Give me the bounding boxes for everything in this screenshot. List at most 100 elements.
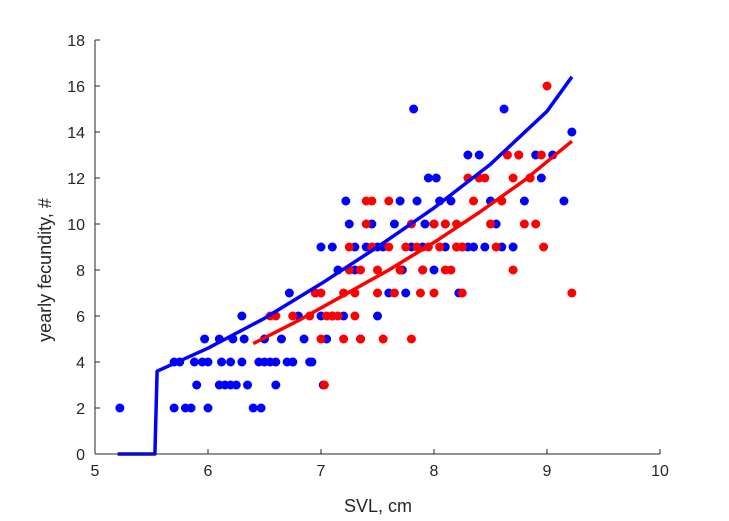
data-point <box>429 288 439 298</box>
y-tick-label: 14 <box>67 125 85 142</box>
data-point <box>406 334 416 344</box>
plot-area <box>115 75 577 456</box>
data-point <box>361 219 371 229</box>
data-point <box>186 403 196 413</box>
data-point <box>536 150 546 160</box>
axes <box>94 39 661 455</box>
data-point <box>536 173 546 183</box>
data-point <box>457 288 467 298</box>
data-point <box>401 242 411 252</box>
data-point <box>567 127 577 137</box>
y-tick-label: 0 <box>76 447 85 464</box>
data-point <box>480 173 490 183</box>
y-tick-label: 6 <box>76 309 85 326</box>
y-tick-label: 18 <box>67 33 85 50</box>
data-point <box>423 173 433 183</box>
data-point <box>480 242 490 252</box>
data-point <box>169 403 179 413</box>
data-point <box>341 196 351 206</box>
x-tick-label: 5 <box>91 463 100 480</box>
data-point <box>217 357 227 367</box>
y-tick-label: 4 <box>76 355 85 372</box>
data-point <box>519 219 529 229</box>
data-point <box>373 265 382 275</box>
data-point <box>463 150 473 160</box>
data-point <box>333 311 343 321</box>
red-points <box>265 81 577 390</box>
data-point <box>350 311 360 321</box>
data-point <box>344 242 354 252</box>
data-point <box>429 265 439 275</box>
data-point <box>567 288 577 298</box>
data-point <box>260 357 269 367</box>
data-point <box>307 357 317 367</box>
data-point <box>389 288 399 298</box>
x-tick-label: 10 <box>651 463 669 480</box>
data-point <box>514 150 524 160</box>
data-point <box>271 380 281 390</box>
data-point <box>384 242 394 252</box>
x-tick-label: 9 <box>543 463 552 480</box>
data-point <box>474 150 484 160</box>
data-point <box>395 196 405 206</box>
y-tick-label: 12 <box>67 171 85 188</box>
data-point <box>248 403 258 413</box>
data-point <box>316 288 326 298</box>
data-point <box>226 380 236 390</box>
data-point <box>395 265 405 275</box>
data-point <box>415 288 425 298</box>
x-tick-labels: 5 6 7 8 9 10 <box>91 463 669 480</box>
y-tick-label: 16 <box>67 79 85 96</box>
data-point <box>316 334 326 344</box>
data-point <box>237 357 247 367</box>
data-point <box>356 334 366 344</box>
data-point <box>256 403 266 413</box>
y-tick-label: 10 <box>67 217 85 234</box>
data-point <box>276 334 286 344</box>
data-point <box>519 196 529 206</box>
data-point <box>531 219 541 229</box>
data-point <box>189 357 199 367</box>
data-point <box>401 288 411 298</box>
x-tick-label: 6 <box>204 463 213 480</box>
y-tick-label: 2 <box>76 401 85 418</box>
data-point <box>508 265 518 275</box>
data-point <box>288 311 298 321</box>
y-tick-labels: 0 2 4 6 8 10 12 14 16 18 <box>67 33 85 464</box>
y-axis-label: yearly fecundity, # <box>35 198 55 342</box>
fit-lines <box>117 75 574 456</box>
data-point <box>452 242 462 252</box>
data-point <box>322 311 332 321</box>
data-point <box>499 104 509 114</box>
data-point <box>378 334 388 344</box>
x-tick-label: 8 <box>430 463 439 480</box>
data-point <box>469 196 479 206</box>
data-point <box>418 265 428 275</box>
x-tick-label: 7 <box>317 463 326 480</box>
fit-line <box>117 75 574 456</box>
data-point <box>115 403 125 413</box>
y-tick-label: 8 <box>76 263 85 280</box>
data-point <box>373 311 382 321</box>
data-point <box>491 242 501 252</box>
data-point <box>319 380 329 390</box>
data-point <box>431 173 441 183</box>
data-point <box>412 196 422 206</box>
data-point <box>327 242 337 252</box>
data-point <box>367 196 377 206</box>
data-point <box>243 380 253 390</box>
data-point <box>203 357 213 367</box>
data-point <box>429 219 439 229</box>
data-point <box>288 357 298 367</box>
data-point <box>542 81 552 91</box>
data-point <box>226 357 236 367</box>
data-point <box>559 196 569 206</box>
data-point <box>508 242 518 252</box>
data-point <box>344 219 354 229</box>
data-point <box>203 403 213 413</box>
data-point <box>508 173 518 183</box>
data-point <box>389 219 399 229</box>
data-point <box>192 380 202 390</box>
data-point <box>356 265 366 275</box>
data-point <box>271 357 281 367</box>
